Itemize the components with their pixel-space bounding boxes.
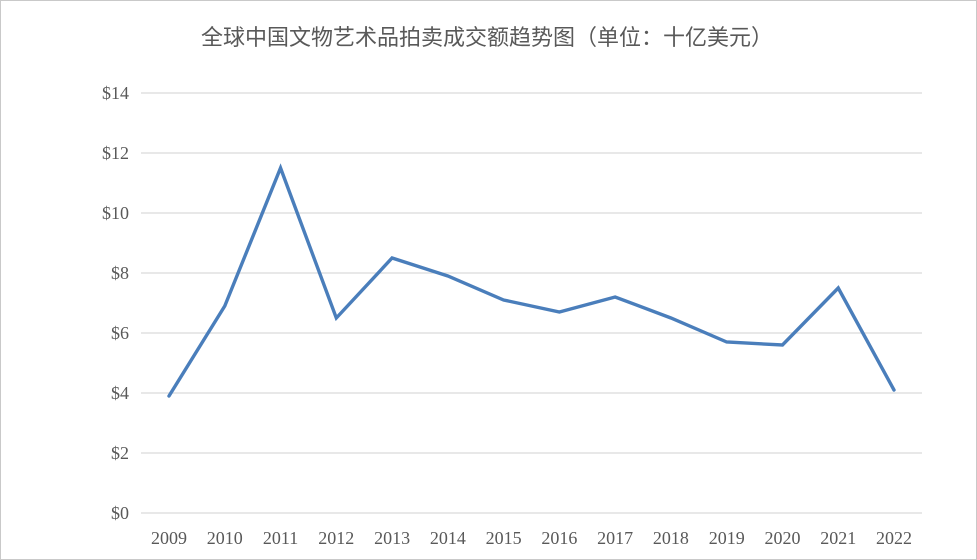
- x-axis-labels: 2009 2010 2011 2012 2013 2014 2015 2016 2017 2018…: [151, 528, 912, 548]
- x-tick-label: 2009: [151, 528, 187, 548]
- x-tick-label: 2022: [876, 528, 912, 548]
- x-tick-label: 2015: [486, 528, 522, 548]
- y-tick-label: $8: [111, 263, 129, 283]
- x-tick-label: 2014: [430, 528, 466, 548]
- chart-title: 全球中国文物艺术品拍卖成交额趋势图（单位：十亿美元）: [201, 25, 773, 50]
- x-tick-label: 2021: [820, 528, 856, 548]
- x-tick-label: 2013: [374, 528, 410, 548]
- x-tick-label: 2010: [207, 528, 243, 548]
- x-tick-label: 2019: [709, 528, 745, 548]
- trend-line: [167, 163, 896, 398]
- y-tick-label: $14: [102, 83, 129, 103]
- gridlines: [141, 92, 922, 514]
- y-tick-label: $10: [102, 203, 129, 223]
- x-tick-label: 2012: [318, 528, 354, 548]
- y-tick-label: $0: [111, 503, 129, 523]
- y-axis-labels: $0 $2 $4 $6 $8 $10 $12 $14: [102, 83, 129, 523]
- x-tick-label: 2011: [263, 528, 298, 548]
- x-tick-label: 2017: [597, 528, 633, 548]
- y-tick-label: $2: [111, 443, 129, 463]
- x-tick-label: 2016: [541, 528, 577, 548]
- x-tick-label: 2020: [764, 528, 800, 548]
- y-tick-label: $4: [111, 383, 129, 403]
- y-tick-label: $6: [111, 323, 129, 343]
- y-tick-label: $12: [102, 143, 129, 163]
- x-tick-label: 2018: [653, 528, 689, 548]
